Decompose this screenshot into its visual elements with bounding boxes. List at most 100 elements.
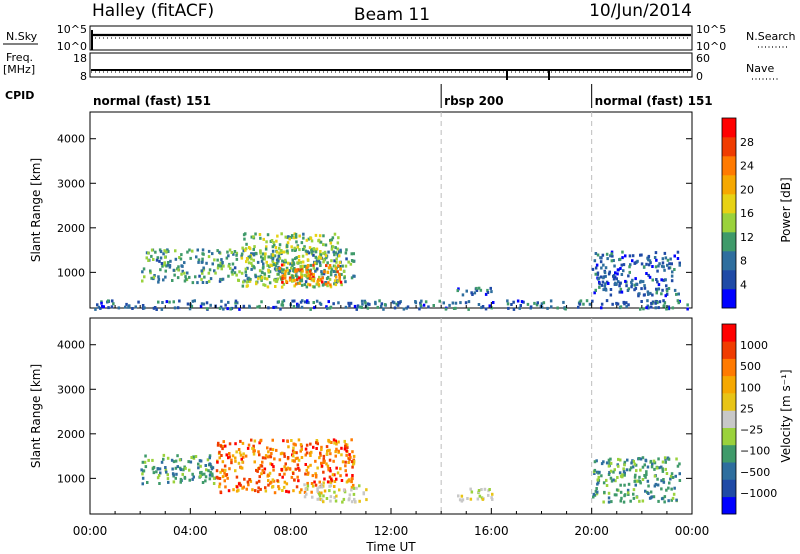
data-cell (326, 480, 330, 484)
data-cell (265, 245, 268, 249)
data-cell (347, 301, 350, 305)
data-cell (238, 451, 242, 455)
data-cell (222, 440, 225, 444)
data-cell (183, 261, 186, 265)
data-cell (619, 499, 622, 503)
data-cell (490, 290, 493, 294)
data-cell (160, 460, 164, 464)
data-cell (641, 456, 645, 460)
data-cell (276, 277, 280, 281)
data-cell (204, 479, 207, 483)
data-cell (645, 262, 648, 266)
data-cell (595, 492, 599, 496)
data-cell (272, 468, 275, 472)
data-cell (660, 278, 663, 282)
data-cell (344, 443, 347, 447)
data-cell (306, 282, 310, 286)
data-cell (304, 249, 308, 253)
data-cell (459, 301, 462, 305)
data-cell (218, 250, 221, 254)
data-cell (660, 264, 664, 268)
data-cell (325, 452, 329, 456)
colorbar-segment (722, 213, 736, 233)
data-cell (322, 494, 325, 498)
data-cell (324, 282, 328, 286)
data-cell (619, 483, 622, 487)
data-cell (149, 269, 152, 273)
data-cell (264, 486, 267, 490)
data-cell (318, 234, 322, 238)
data-cell (654, 306, 657, 310)
data-cell (651, 265, 654, 268)
data-cell (315, 441, 318, 445)
data-cell (380, 302, 384, 306)
data-cell (609, 254, 612, 258)
data-cell (285, 279, 288, 283)
data-cell (308, 274, 311, 277)
data-cell (201, 248, 205, 252)
data-cell (642, 307, 645, 311)
data-cell (176, 465, 179, 469)
data-cell (623, 483, 626, 487)
data-cell (284, 258, 287, 262)
data-cell (228, 248, 232, 252)
data-cell (163, 255, 167, 259)
data-cell (320, 272, 324, 276)
data-cell (312, 445, 315, 449)
data-cell (259, 249, 262, 253)
data-cell (297, 479, 300, 483)
data-cell (539, 304, 543, 308)
data-cell (281, 475, 284, 479)
data-cell (134, 305, 137, 309)
data-cell (339, 248, 342, 252)
freq-left-tick-bottom: 8 (80, 70, 87, 83)
data-cell (338, 261, 342, 264)
data-cell (307, 301, 310, 305)
data-cell (271, 448, 275, 452)
data-cell (607, 473, 611, 476)
data-cell (470, 490, 474, 494)
data-cell (344, 469, 347, 473)
data-cell (344, 460, 347, 464)
data-cell (476, 497, 480, 501)
data-cell (274, 264, 278, 268)
data-cell (635, 282, 638, 286)
data-cell (663, 251, 667, 255)
data-cell (632, 496, 636, 500)
data-cell (626, 458, 629, 462)
data-cell (314, 483, 318, 487)
data-cell (278, 266, 281, 270)
data-cell (598, 470, 601, 474)
data-cell (333, 253, 336, 257)
data-cell (338, 276, 341, 280)
data-cell (223, 471, 226, 475)
data-cell (608, 461, 611, 465)
data-cell (261, 460, 264, 464)
data-cell (330, 268, 334, 272)
data-cell (167, 480, 170, 484)
data-cell (350, 500, 354, 504)
data-cell (323, 477, 326, 481)
data-cell (212, 476, 216, 480)
data-cell (492, 301, 495, 304)
data-cell (591, 299, 594, 303)
freq-right-tick-bottom: 0 (696, 70, 703, 83)
plot-frame (89, 111, 693, 309)
data-cell (661, 288, 664, 292)
data-cell (318, 480, 321, 484)
data-cell (638, 475, 641, 479)
data-cell (200, 302, 204, 306)
data-cell (221, 460, 225, 464)
data-cell (603, 284, 607, 288)
data-cell (629, 263, 632, 267)
data-cell (250, 252, 253, 256)
data-cell (235, 475, 239, 479)
data-cell (615, 493, 618, 497)
data-cell (619, 490, 623, 494)
data-cell (481, 497, 485, 501)
data-cell (638, 479, 642, 483)
data-cell (465, 289, 468, 293)
data-cell (209, 470, 212, 474)
data-cell (226, 250, 229, 254)
data-cell (343, 276, 346, 280)
